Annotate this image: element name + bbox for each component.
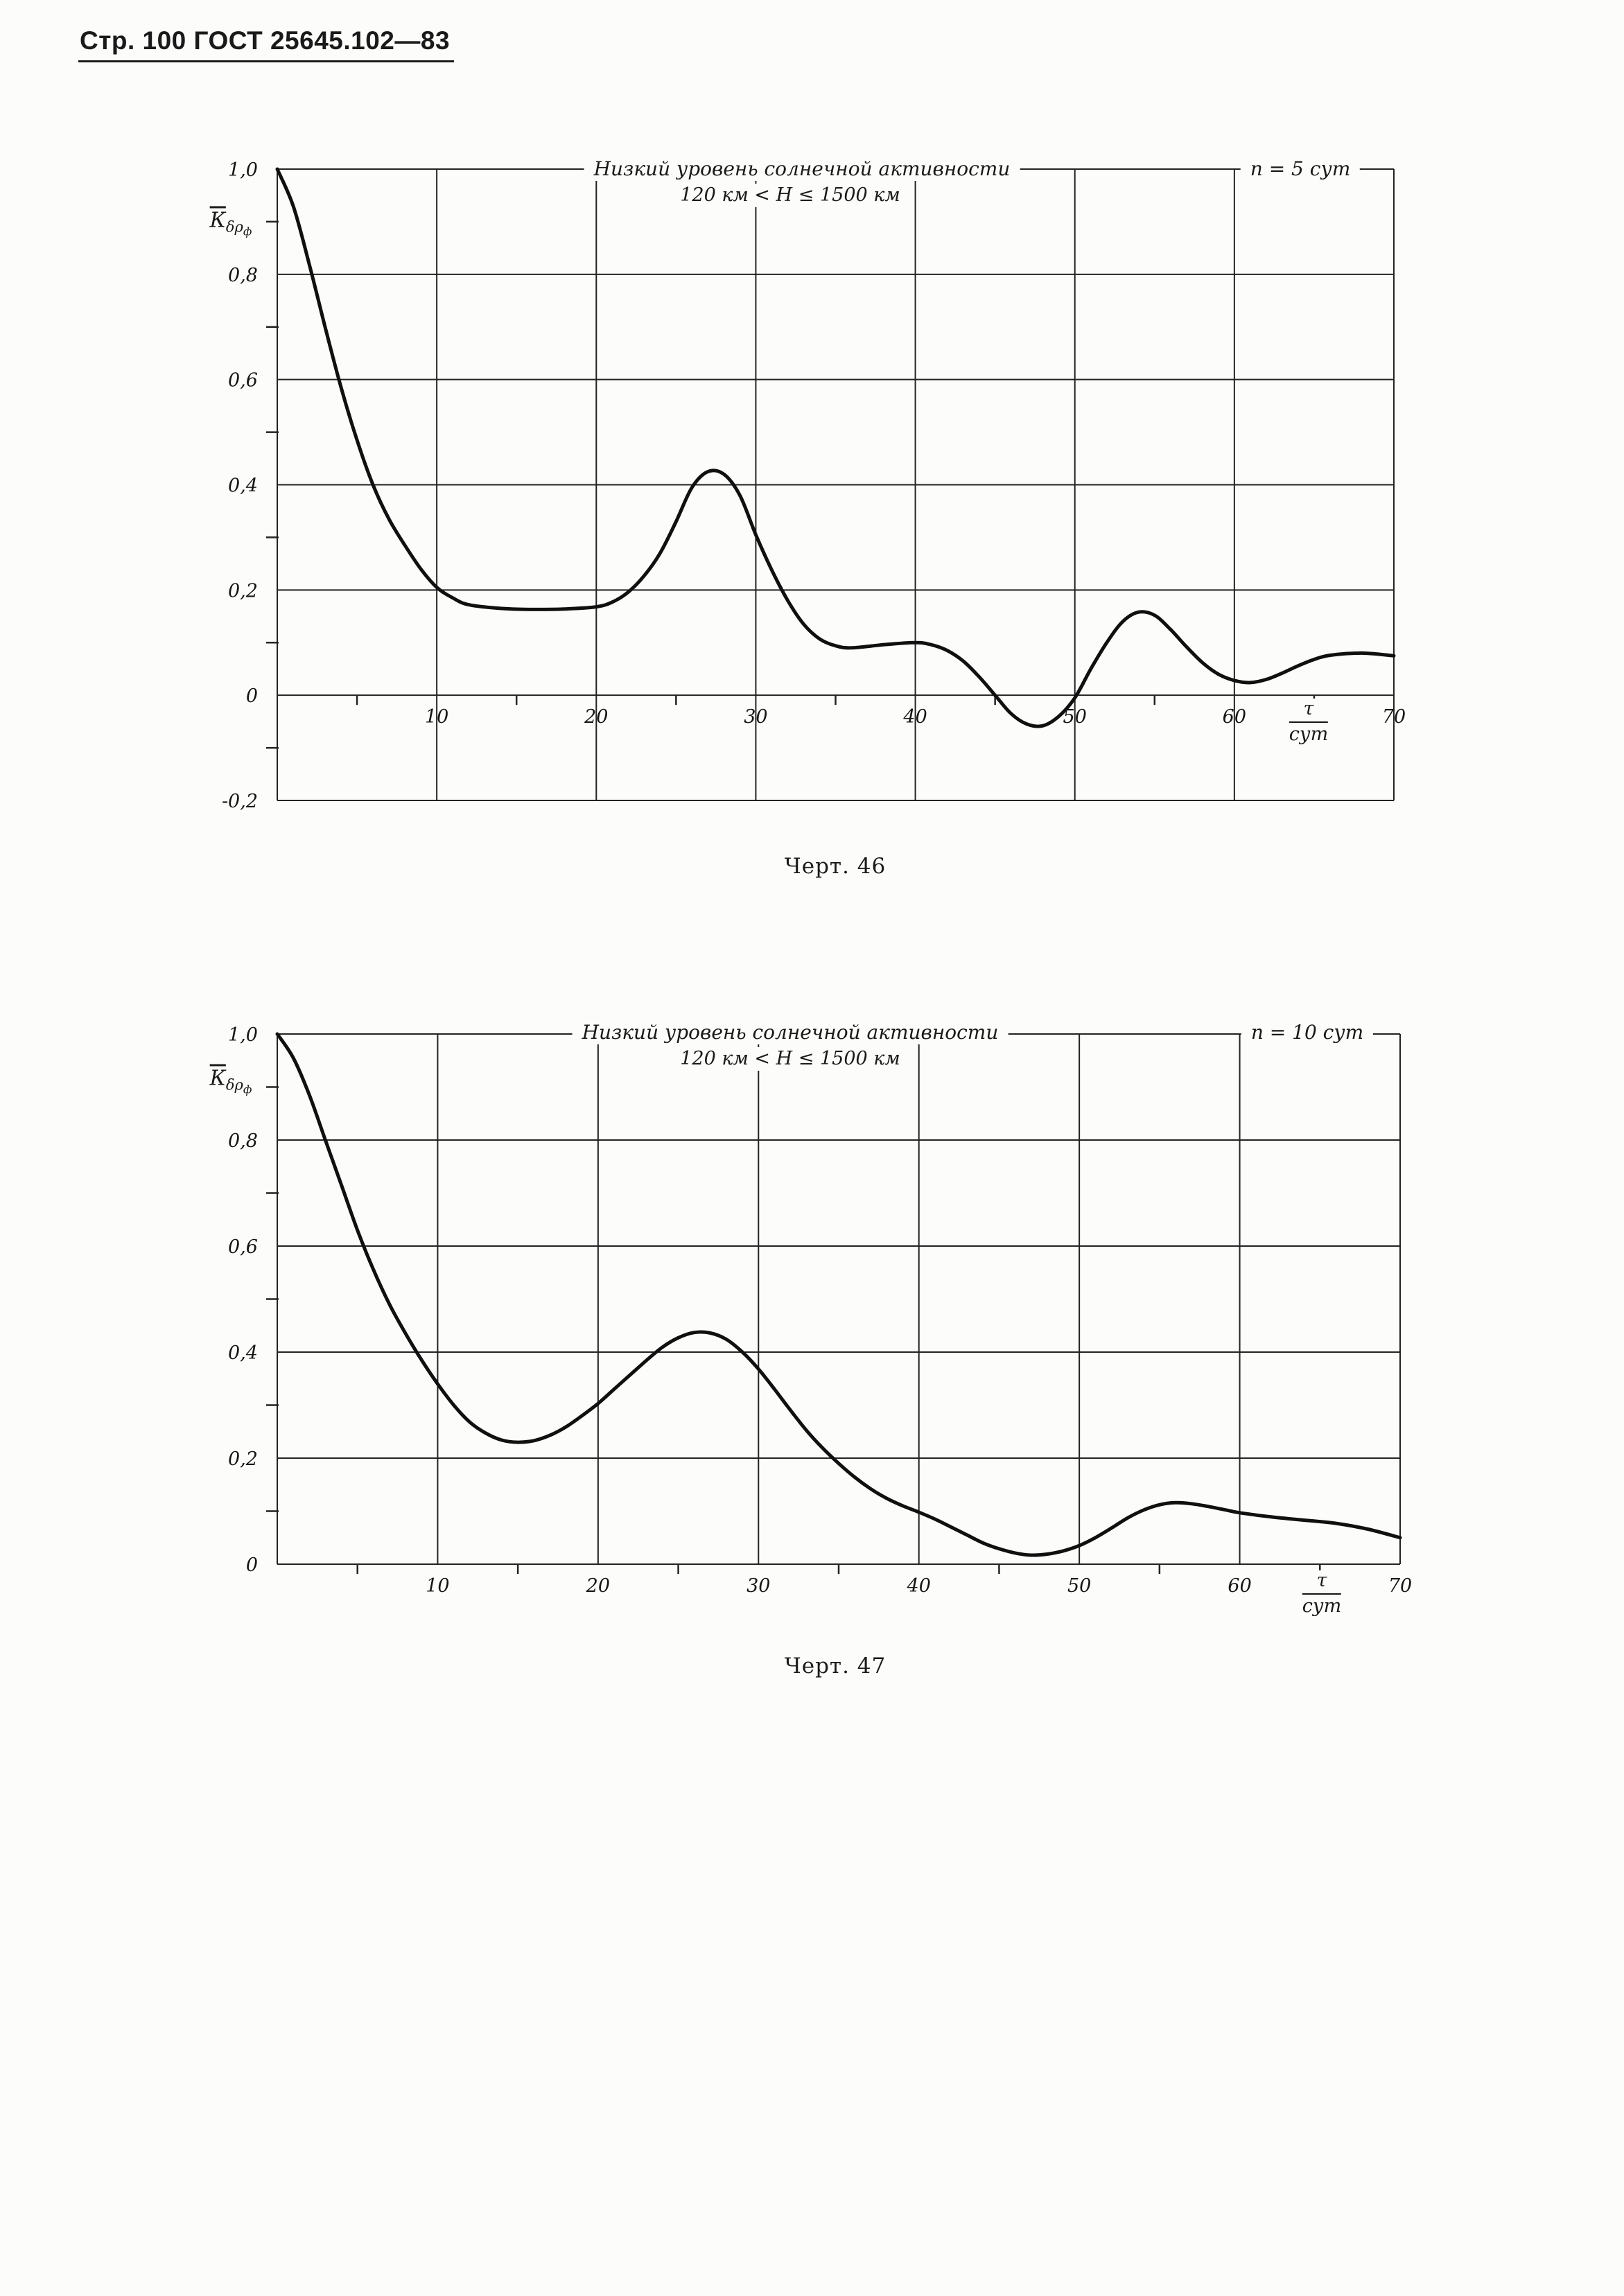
x-label-numerator: τ — [1289, 699, 1329, 723]
y-tick-label: 0,6 — [228, 1236, 258, 1258]
y-label-subscript: δρ — [225, 218, 243, 236]
y-label-subscript: δρ — [225, 1076, 243, 1094]
figure-46-caption: Черт. 46 — [784, 854, 887, 879]
x-label-denominator: сут — [1289, 724, 1329, 745]
x-tick-label: 60 — [1228, 1575, 1251, 1597]
x-tick-label: 30 — [744, 706, 767, 728]
figure-47-caption: Черт. 47 — [784, 1654, 887, 1679]
figure-46-plot-area: -0,200,20,40,60,81,010 20 30 40 50 60 70 — [222, 159, 1406, 812]
y-tick-label: 0 — [246, 685, 258, 707]
figure-46-x-axis-label: τ сут — [1289, 699, 1329, 745]
figure-47-title: Низкий уровень солнечной активности — [572, 1021, 1009, 1044]
figure-46-series-label: n = 5 сут — [1240, 157, 1361, 181]
x-tick-label: 20 — [584, 706, 608, 728]
y-tick-label: -0,2 — [222, 791, 258, 812]
y-label-subsubscript: ф — [243, 1083, 252, 1096]
y-tick-label: 0,2 — [228, 580, 258, 602]
y-label-symbol: К — [209, 208, 226, 233]
y-label-symbol: К — [209, 1066, 226, 1091]
figure-47-subtitle: 120 км < H ≤ 1500 км — [670, 1047, 910, 1071]
y-tick-label: 0,8 — [228, 1130, 258, 1152]
y-tick-label: 0 — [246, 1554, 258, 1576]
figure-46-subtitle: 120 км < H ≤ 1500 км — [670, 184, 910, 207]
y-tick-label: 1,0 — [228, 1024, 258, 1046]
x-tick-label: 20 — [586, 1575, 610, 1597]
data-curve — [275, 1032, 1402, 1557]
x-tick-label: 40 — [907, 1575, 931, 1597]
y-tick-label: 1,0 — [228, 159, 258, 181]
data-curve — [275, 167, 1396, 728]
x-tick-label: 30 — [746, 1575, 770, 1597]
x-label-numerator: τ — [1302, 1570, 1342, 1595]
x-label-denominator: сут — [1302, 1595, 1342, 1617]
x-tick-label: 60 — [1223, 706, 1246, 728]
figure-46-title: Низкий уровень солнечной активности — [584, 157, 1020, 181]
figure-46-y-axis-label: Кδρф — [210, 209, 252, 238]
x-tick-label: 50 — [1067, 1575, 1091, 1597]
y-tick-label: 0,4 — [228, 475, 258, 497]
y-tick-label: 0,4 — [228, 1342, 258, 1364]
x-tick-label: 70 — [1388, 1575, 1412, 1597]
figure-47-x-axis-label: τ сут — [1302, 1570, 1342, 1617]
y-tick-label: 0,8 — [228, 265, 258, 286]
figure-47-plot-area: 0 0,2 0,4 0,6 0,8 1,0 10 20 30 40 50 60 70 — [228, 1024, 1412, 1597]
page-header: Стр. 100 ГОСТ 25645.102—83 — [78, 26, 455, 62]
y-tick-label: 0,6 — [228, 370, 258, 392]
x-tick-label: 40 — [902, 706, 927, 728]
y-label-subsubscript: ф — [243, 225, 252, 238]
figure-47-y-axis-label: Кδρф — [210, 1067, 252, 1096]
x-tick-label: 70 — [1382, 706, 1406, 728]
x-tick-label: 10 — [425, 706, 448, 728]
figure-47-series-label: n = 10 сут — [1241, 1021, 1374, 1044]
y-tick-label: 0,2 — [228, 1448, 258, 1470]
x-tick-label: 10 — [426, 1575, 449, 1597]
